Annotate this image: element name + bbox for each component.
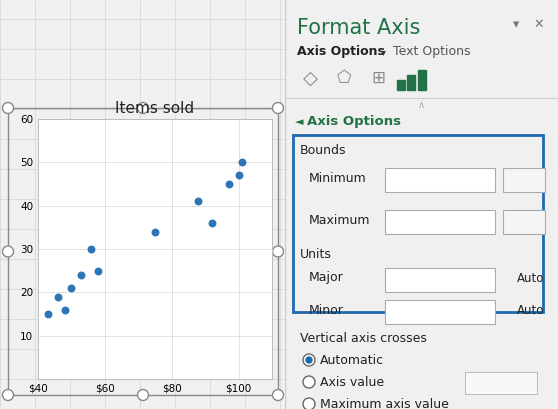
Text: Minimum: Minimum — [309, 171, 367, 184]
Text: 110.0: 110.0 — [393, 213, 426, 227]
FancyBboxPatch shape — [385, 210, 495, 234]
Text: 4.0: 4.0 — [393, 303, 412, 317]
Circle shape — [272, 246, 283, 257]
Text: Major: Major — [309, 272, 344, 285]
Text: Bounds: Bounds — [300, 144, 347, 157]
Circle shape — [2, 103, 13, 114]
Point — [77, 272, 86, 278]
Text: Maximum: Maximum — [309, 213, 371, 227]
Text: ⊞: ⊞ — [371, 69, 385, 87]
Text: ▾: ▾ — [513, 18, 519, 31]
Text: ◄: ◄ — [295, 117, 304, 127]
Point — [208, 220, 217, 226]
Circle shape — [2, 389, 13, 400]
FancyBboxPatch shape — [385, 300, 495, 324]
Title: Items sold: Items sold — [116, 101, 195, 117]
Text: Vertical axis crosses: Vertical axis crosses — [300, 332, 427, 344]
Circle shape — [137, 103, 148, 114]
Text: Maximum axis value: Maximum axis value — [320, 398, 449, 409]
FancyBboxPatch shape — [385, 168, 495, 192]
Text: ▾: ▾ — [381, 47, 386, 57]
Text: Auto: Auto — [517, 303, 545, 317]
Bar — [293, 135, 543, 312]
Text: Automatic: Automatic — [320, 353, 384, 366]
Text: Minor: Minor — [309, 303, 344, 317]
Point — [87, 246, 96, 252]
Text: 40.0: 40.0 — [473, 377, 498, 387]
Circle shape — [137, 389, 148, 400]
FancyBboxPatch shape — [503, 210, 545, 234]
Circle shape — [303, 354, 315, 366]
Point — [67, 285, 76, 291]
Bar — [418, 70, 426, 90]
Text: Axis Options: Axis Options — [307, 115, 401, 128]
Text: Reset: Reset — [508, 173, 540, 183]
Text: 40.0: 40.0 — [393, 171, 419, 184]
Text: Units: Units — [300, 249, 332, 261]
Circle shape — [303, 376, 315, 388]
Text: Axis Options: Axis Options — [297, 45, 385, 58]
Point — [94, 267, 103, 274]
Text: Reset: Reset — [508, 215, 540, 225]
Point — [54, 293, 62, 300]
Point — [60, 306, 69, 313]
Circle shape — [306, 357, 312, 363]
Text: ✕: ✕ — [533, 18, 543, 31]
Bar — [407, 75, 415, 90]
Point — [151, 228, 160, 235]
Bar — [397, 80, 405, 90]
Circle shape — [2, 246, 13, 257]
Point — [194, 198, 203, 204]
Text: 20.0: 20.0 — [393, 272, 419, 285]
FancyBboxPatch shape — [465, 372, 537, 394]
FancyBboxPatch shape — [385, 268, 495, 292]
Text: Format Axis: Format Axis — [297, 18, 420, 38]
Text: Text Options: Text Options — [393, 45, 470, 58]
Text: ⬠: ⬠ — [337, 69, 352, 87]
Bar — [8, 108, 278, 395]
Circle shape — [272, 103, 283, 114]
Point — [234, 172, 243, 179]
Point — [224, 181, 233, 187]
Point — [238, 159, 247, 166]
FancyBboxPatch shape — [503, 168, 545, 192]
Text: Auto: Auto — [517, 272, 545, 285]
Text: Axis value: Axis value — [320, 375, 384, 389]
Text: ∧: ∧ — [417, 100, 425, 110]
Point — [44, 311, 52, 317]
Text: ◇: ◇ — [303, 68, 318, 88]
Circle shape — [272, 389, 283, 400]
Circle shape — [303, 398, 315, 409]
